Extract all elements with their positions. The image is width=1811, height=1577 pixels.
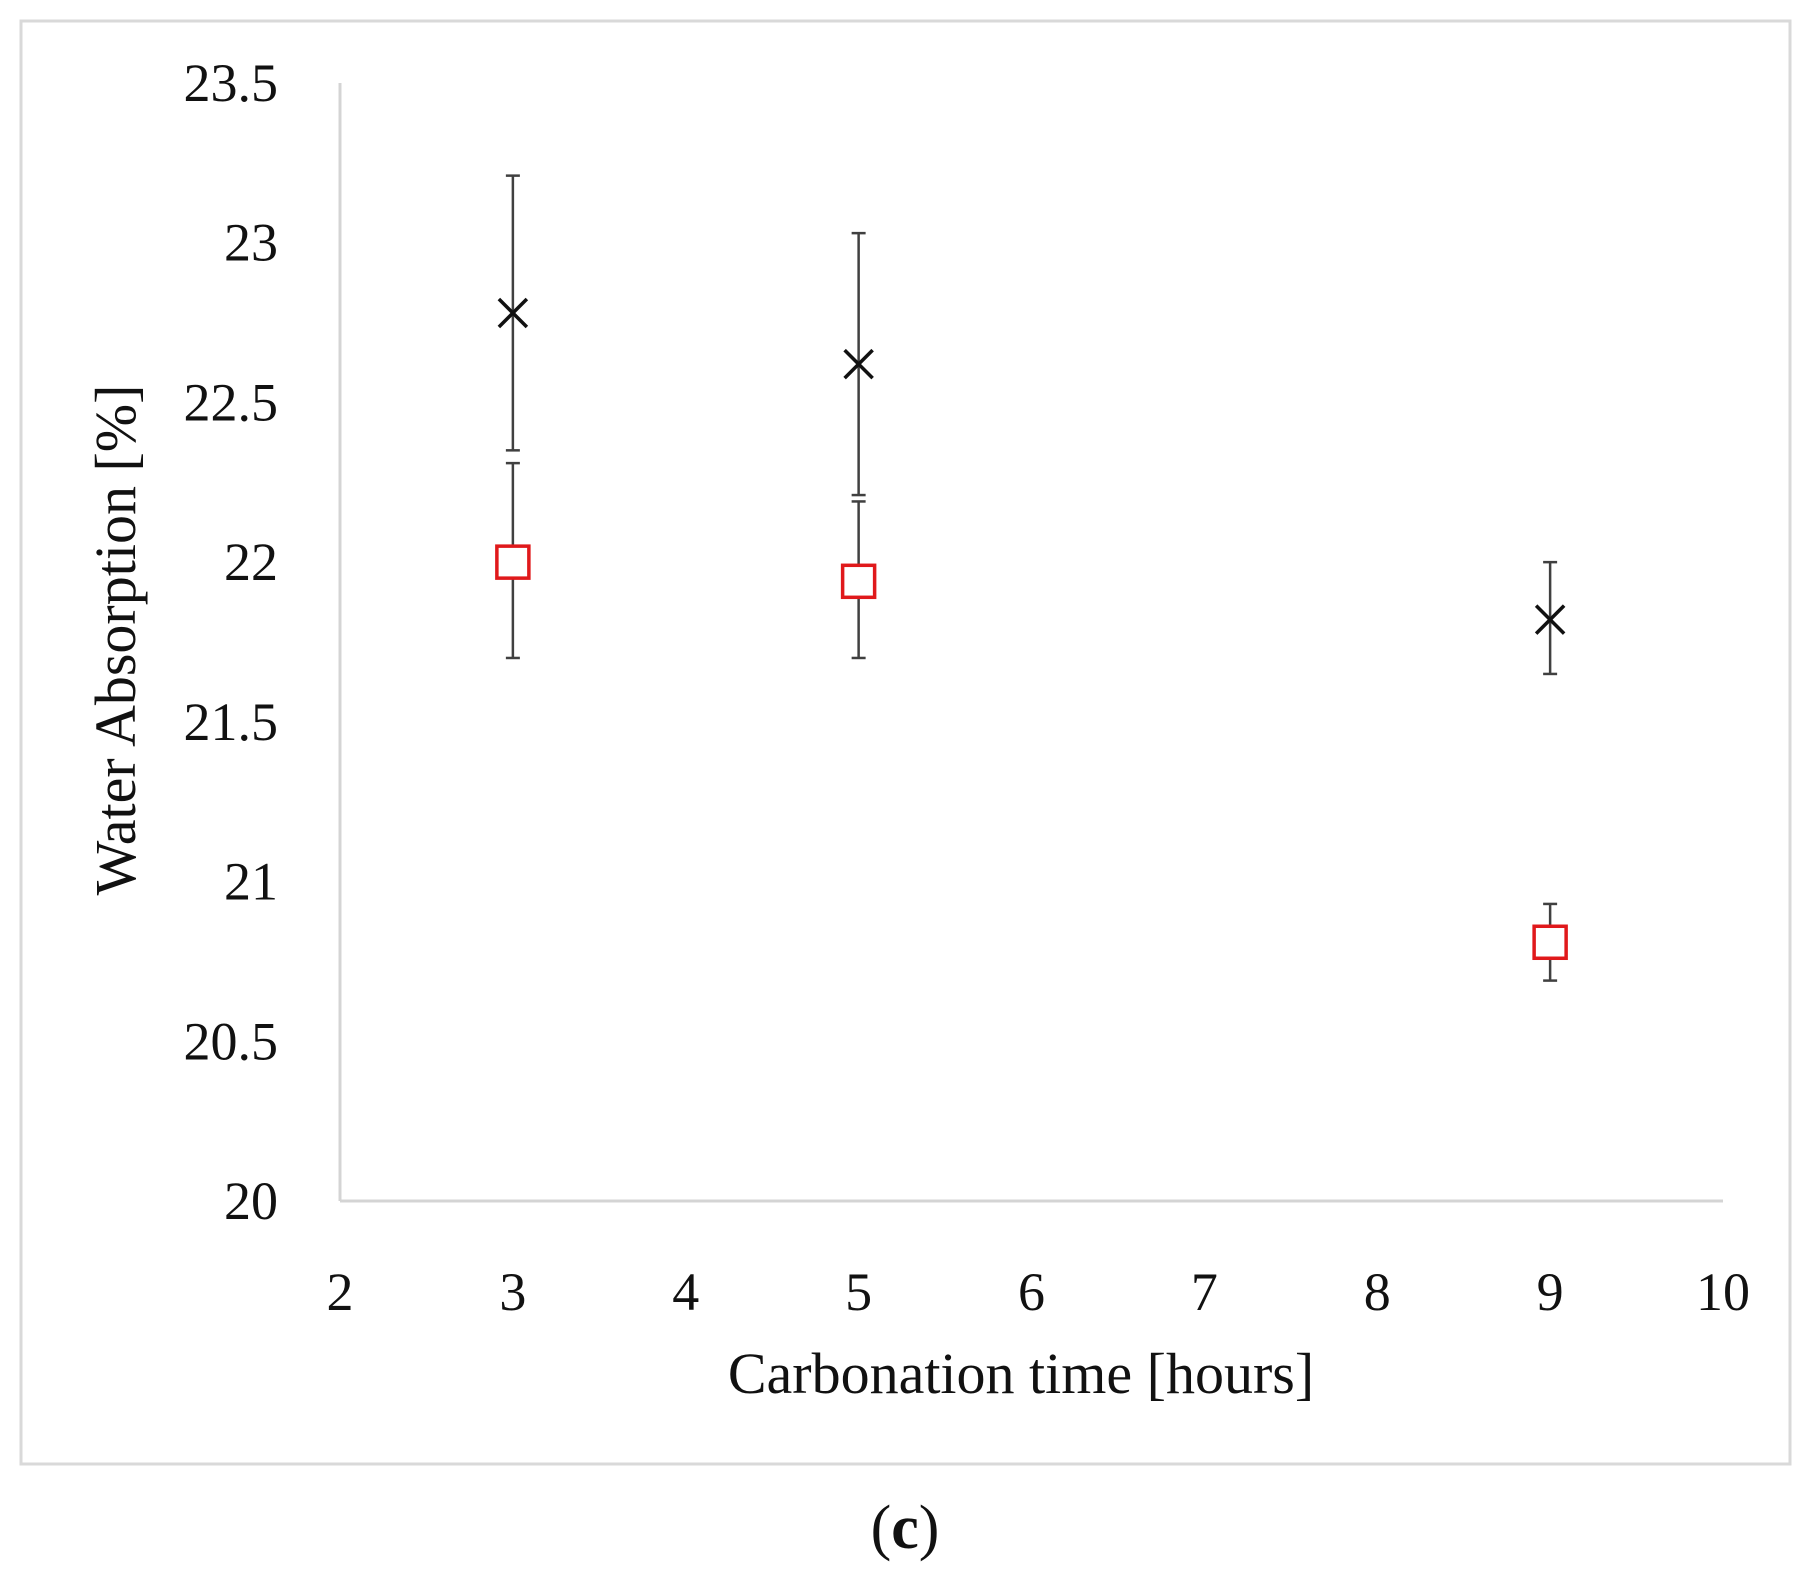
- x-tick-label: 3: [499, 1262, 526, 1322]
- data-point-square: [1532, 924, 1568, 961]
- y-axis-title: Water Absorption [%]: [83, 385, 148, 896]
- panel-label-letter: c: [891, 1494, 919, 1562]
- y-tick-label: 20.5: [184, 1011, 279, 1071]
- panel-label: (c): [871, 1494, 940, 1562]
- marker-cross-stroke: [1534, 604, 1566, 635]
- x-tick-label: 8: [1364, 1262, 1391, 1322]
- y-tick-label: 23.5: [184, 53, 279, 113]
- x-tick-label: 5: [845, 1262, 872, 1322]
- x-tick-label: 4: [672, 1262, 699, 1322]
- y-tick-label: 21: [224, 852, 278, 912]
- data-point-cross: [843, 348, 874, 380]
- data-point-square: [840, 563, 877, 600]
- x-tick-label: 7: [1191, 1262, 1218, 1322]
- x-tick-label: 10: [1696, 1262, 1750, 1322]
- panel-label-open: (: [871, 1494, 892, 1562]
- y-tick-label: 22.5: [184, 372, 279, 432]
- x-axis-title: Carbonation time [hours]: [728, 1341, 1314, 1406]
- marker-cross-stroke: [843, 348, 874, 380]
- y-tick-label: 23: [224, 213, 278, 273]
- data-point-cross: [497, 297, 529, 329]
- data-point-square: [495, 544, 531, 580]
- marker-cross-stroke: [497, 297, 529, 329]
- data-point-cross: [1534, 604, 1566, 635]
- y-tick-label: 21.5: [184, 692, 279, 752]
- chart-frame: [19, 19, 1792, 1466]
- x-tick-label: 6: [1018, 1262, 1045, 1322]
- x-tick-label: 9: [1537, 1262, 1564, 1322]
- x-tick-label: 2: [327, 1262, 354, 1322]
- panel-label-close: ): [919, 1494, 940, 1562]
- y-tick-label: 22: [224, 532, 278, 592]
- y-tick-label: 20: [224, 1171, 278, 1231]
